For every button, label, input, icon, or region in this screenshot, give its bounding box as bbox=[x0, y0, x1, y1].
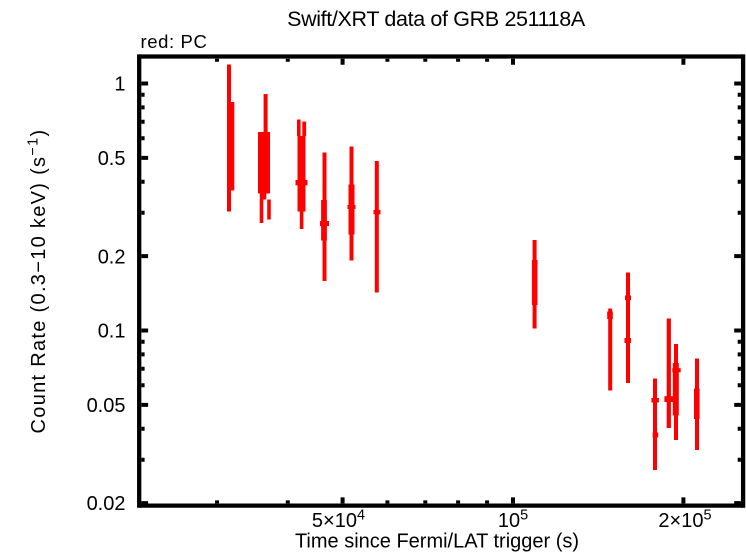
svg-text:0.02: 0.02 bbox=[87, 493, 126, 515]
svg-text:Time since Fermi/LAT trigger (: Time since Fermi/LAT trigger (s) bbox=[295, 531, 579, 553]
svg-text:0.5: 0.5 bbox=[98, 148, 126, 170]
svg-text:5×104: 5×104 bbox=[312, 508, 365, 533]
svg-text:Swift/XRT data of GRB 251118A: Swift/XRT data of GRB 251118A bbox=[287, 7, 586, 31]
svg-text:0.05: 0.05 bbox=[87, 395, 126, 417]
svg-text:red: PC: red: PC bbox=[141, 31, 208, 52]
svg-text:0.2: 0.2 bbox=[98, 246, 126, 268]
svg-text:0.1: 0.1 bbox=[98, 321, 126, 343]
svg-text:Count Rate (0.3−10 keV) (s−1): Count Rate (0.3−10 keV) (s−1) bbox=[26, 129, 51, 434]
svg-text:2×105: 2×105 bbox=[658, 508, 711, 533]
svg-text:1: 1 bbox=[114, 74, 125, 96]
